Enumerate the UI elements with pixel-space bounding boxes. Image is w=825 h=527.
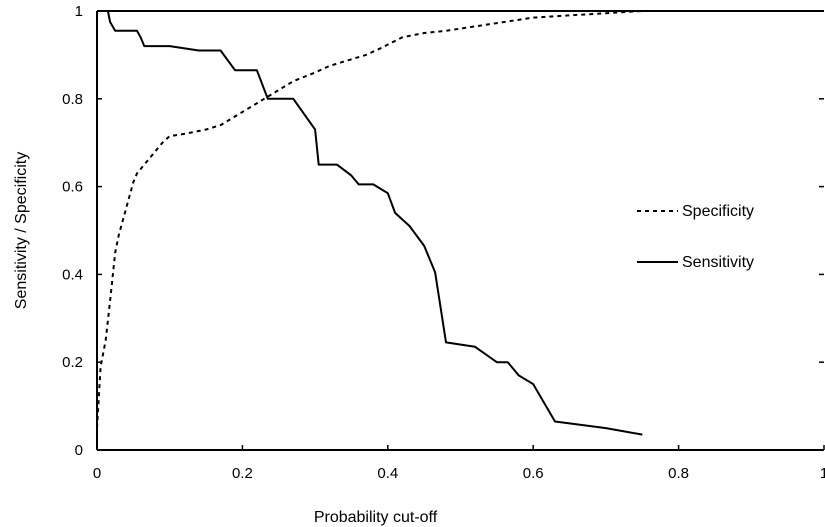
y-tick-label: 0.8 xyxy=(62,91,83,108)
legend: Specificity Sensitivity xyxy=(637,203,754,271)
x-tick-label: 0.6 xyxy=(523,465,544,482)
y-axis-label: Sensitivity / Specificity xyxy=(13,152,30,309)
legend-label-sensitivity: Sensitivity xyxy=(682,254,754,271)
x-tick-label: 0.2 xyxy=(232,465,253,482)
x-axis-label: Probability cut-off xyxy=(314,509,438,526)
y-tick-label: 0.4 xyxy=(62,266,83,283)
x-tick-label: 1 xyxy=(820,465,825,482)
series-line-specificity xyxy=(96,10,643,429)
y-tick-label: 0.6 xyxy=(62,179,83,196)
x-tick-label: 0.4 xyxy=(377,465,398,482)
axes xyxy=(96,10,824,451)
y-tick-label: 0.2 xyxy=(62,354,83,371)
x-tick-label: 0.8 xyxy=(668,465,689,482)
series-layer xyxy=(96,10,643,436)
series-line-sensitivity xyxy=(97,10,643,436)
legend-label-specificity: Specificity xyxy=(682,203,754,220)
y-tick-label: 0 xyxy=(75,442,83,459)
x-tick-label: 0 xyxy=(93,465,101,482)
y-tick-label: 1 xyxy=(75,3,83,20)
ticks: 0 0.2 0.4 0.6 0.8 1 0 0.2 0.4 0.6 0.8 1 xyxy=(62,3,825,482)
